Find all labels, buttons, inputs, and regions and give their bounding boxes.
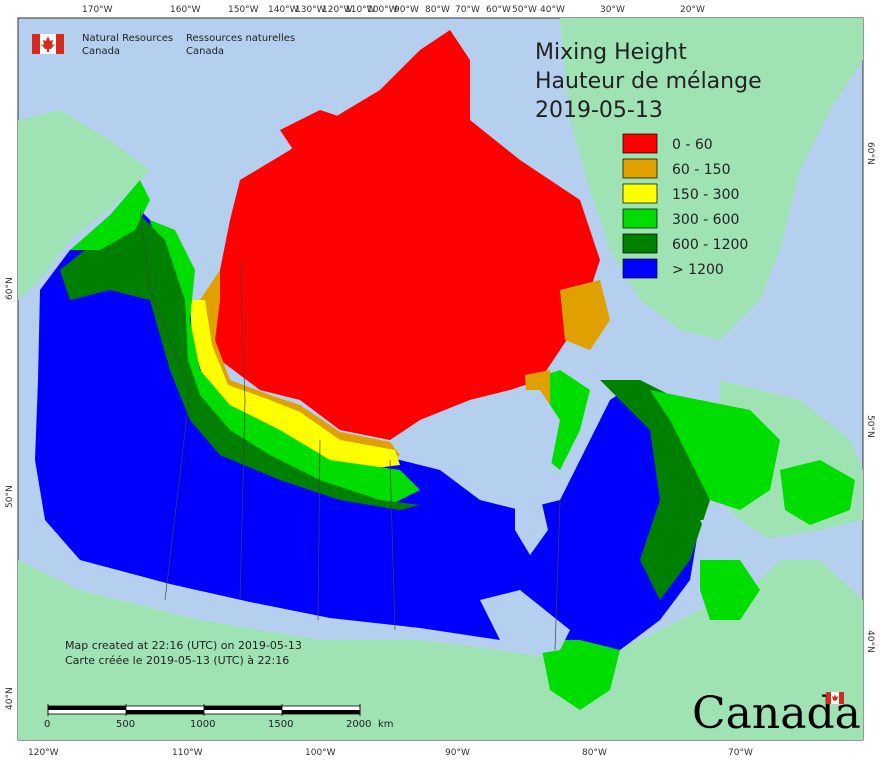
agency-en-line2: Canada: [82, 46, 120, 57]
agency-en-line1: Natural Resources: [82, 33, 173, 44]
note-created-fr: Carte créée le 2019-05-13 (UTC) à 22:16: [65, 654, 289, 667]
green-fringe: [150, 220, 420, 505]
grat-right-label: 50°N: [865, 415, 875, 438]
agency-signature: Natural Resources Canada Ressources natu…: [32, 33, 295, 57]
legend-swatch-4: [622, 233, 658, 254]
grat-top-label: 170°W: [82, 5, 113, 15]
graticule-top: 170°W 160°W 150°W 140°W 130°W 120°W 110°…: [82, 5, 705, 15]
scale-tick-label: 1500: [268, 719, 293, 730]
scale-tick-label: 500: [116, 719, 135, 730]
grat-top-label: 20°W: [680, 5, 705, 15]
alaska-land: [18, 110, 150, 300]
grat-top-label: 140°W: [268, 5, 299, 15]
grat-top-label: 70°W: [455, 5, 480, 15]
flag-right-bar: [56, 34, 64, 54]
arctic-islands-red: [280, 110, 350, 160]
scale-unit-label: km: [378, 719, 394, 730]
agency-fr-line2: Canada: [186, 46, 224, 57]
legend-swatch-2: [622, 183, 658, 204]
legend-label: 0 - 60: [672, 137, 713, 153]
canada-wordmark: Canada: [692, 688, 861, 739]
grat-bottom-label: 110°W: [172, 748, 203, 758]
legend-label: 600 - 1200: [672, 237, 748, 253]
boundary-lines: [139, 209, 561, 651]
ontario-south-green: [540, 640, 620, 710]
maple-leaf-icon: [41, 36, 55, 52]
grat-top-label: 100°W: [367, 5, 398, 15]
agency-fr-line1: Ressources naturelles: [186, 33, 295, 44]
grat-top-label: 150°W: [228, 5, 259, 15]
grat-top-label: 110°W: [345, 5, 376, 15]
grat-top-label: 130°W: [295, 5, 326, 15]
wordmark-flag-left: [826, 692, 831, 704]
scale-tick-label: 0: [44, 719, 50, 730]
grat-right-label: 60°N: [865, 142, 875, 165]
legend-swatch-3: [622, 208, 658, 229]
grat-bottom-label: 100°W: [305, 748, 336, 758]
newfoundland-green: [780, 460, 855, 525]
labrador-orange: [560, 280, 610, 350]
usa-land: [18, 560, 863, 740]
flag-left-bar: [32, 34, 40, 54]
grat-top-label: 40°W: [540, 5, 565, 15]
grat-top-label: 160°W: [170, 5, 201, 15]
wordmark-flag-right: [839, 692, 844, 704]
graticule-left: 60°N 50°N 40°N: [5, 277, 15, 710]
graticule-bottom: 120°W 110°W 100°W 90°W 80°W 70°W: [28, 748, 753, 758]
grat-left-label: 60°N: [5, 277, 15, 300]
grat-top-label: 120°W: [322, 5, 353, 15]
grat-bottom-label: 120°W: [28, 748, 59, 758]
legend-swatch-5: [622, 258, 658, 279]
arctic-red-zone: [210, 30, 600, 440]
grat-top-label: 90°W: [394, 5, 419, 15]
quebec-east-green: [650, 390, 780, 510]
legend-label: 300 - 600: [672, 212, 739, 228]
hudson-bay: [420, 390, 560, 500]
grat-left-label: 40°N: [5, 687, 15, 710]
james-bay: [515, 495, 548, 555]
great-lakes: [480, 590, 570, 655]
legend: 0 - 60 60 - 150 150 - 300 300 - 600 600 …: [622, 133, 748, 279]
map-title-en: Mixing Height: [535, 40, 687, 65]
grat-bottom-label: 80°W: [582, 748, 607, 758]
yukon-green: [70, 180, 150, 250]
note-created-en: Map created at 22:16 (UTC) on 2019-05-13: [65, 639, 302, 652]
legend-label: 60 - 150: [672, 162, 731, 178]
grat-top-label: 50°W: [512, 5, 537, 15]
yellow-fringe: [190, 300, 400, 470]
graticule-right: 60°N 50°N 40°N: [865, 142, 875, 653]
map-date: 2019-05-13: [535, 98, 663, 123]
scale-tick-label: 2000: [346, 719, 371, 730]
grat-right-label: 40°N: [865, 630, 875, 653]
scale-tick-label: 1000: [190, 719, 215, 730]
legend-label: > 1200: [672, 262, 724, 278]
grat-bottom-label: 90°W: [445, 748, 470, 758]
grat-left-label: 50°N: [5, 485, 15, 508]
gulf-st-lawrence: [700, 520, 770, 560]
wordmark-maple-leaf-icon: [832, 694, 838, 701]
legend-swatch-1: [622, 158, 658, 179]
map-title-fr: Hauteur de mélange: [535, 69, 762, 94]
maritimes-green: [700, 560, 760, 620]
legend-label: 150 - 300: [672, 187, 739, 203]
grat-top-label: 30°W: [600, 5, 625, 15]
grat-bottom-label: 70°W: [728, 748, 753, 758]
grat-top-label: 80°W: [425, 5, 450, 15]
scale-bar: 0 500 1000 1500 2000 km: [44, 704, 394, 730]
grat-top-label: 60°W: [486, 5, 511, 15]
legend-swatch-0: [622, 133, 658, 154]
